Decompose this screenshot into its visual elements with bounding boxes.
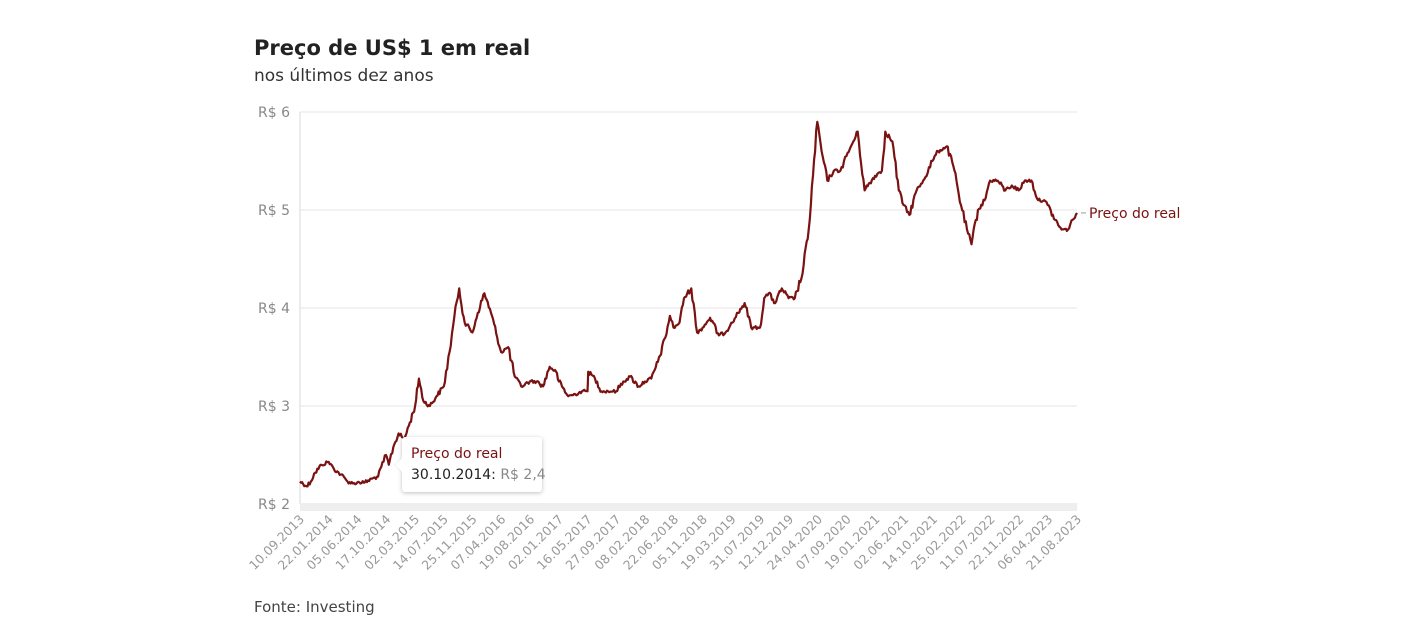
tooltip-date: 30.10.2014: [411,467,496,483]
series-line [299,120,1078,488]
x-axis: 10.09.201322.01.201405.06.201417.10.2014… [246,511,1084,572]
source-note: Fonte: Investing [254,598,375,616]
y-tick-label: R$ 6 [258,105,290,121]
y-tick-label: R$ 5 [258,203,290,219]
y-tick-label: R$ 2 [258,497,290,513]
y-tick-label: R$ 4 [258,301,290,317]
y-tick-label: R$ 3 [258,399,290,415]
tooltip-pointer [395,458,402,472]
tooltip-value: R$ 2,4 [500,467,546,483]
series-layer: Preço do real [299,120,1180,488]
chart-title: Preço de US$ 1 em real [254,36,531,60]
chart-subtitle: nos últimos dez anos [254,66,434,86]
x-axis-baseline [300,503,1077,511]
tooltip-row: 30.10.2014: R$ 2,4 [411,467,546,483]
y-axis: R$ 6 R$ 5 R$ 4 R$ 3 R$ 2 [258,105,290,513]
tooltip: Preço do real 30.10.2014: R$ 2,4 [395,437,546,492]
series-label: Preço do real [1089,206,1180,222]
tooltip-series-name: Preço do real [411,446,503,462]
